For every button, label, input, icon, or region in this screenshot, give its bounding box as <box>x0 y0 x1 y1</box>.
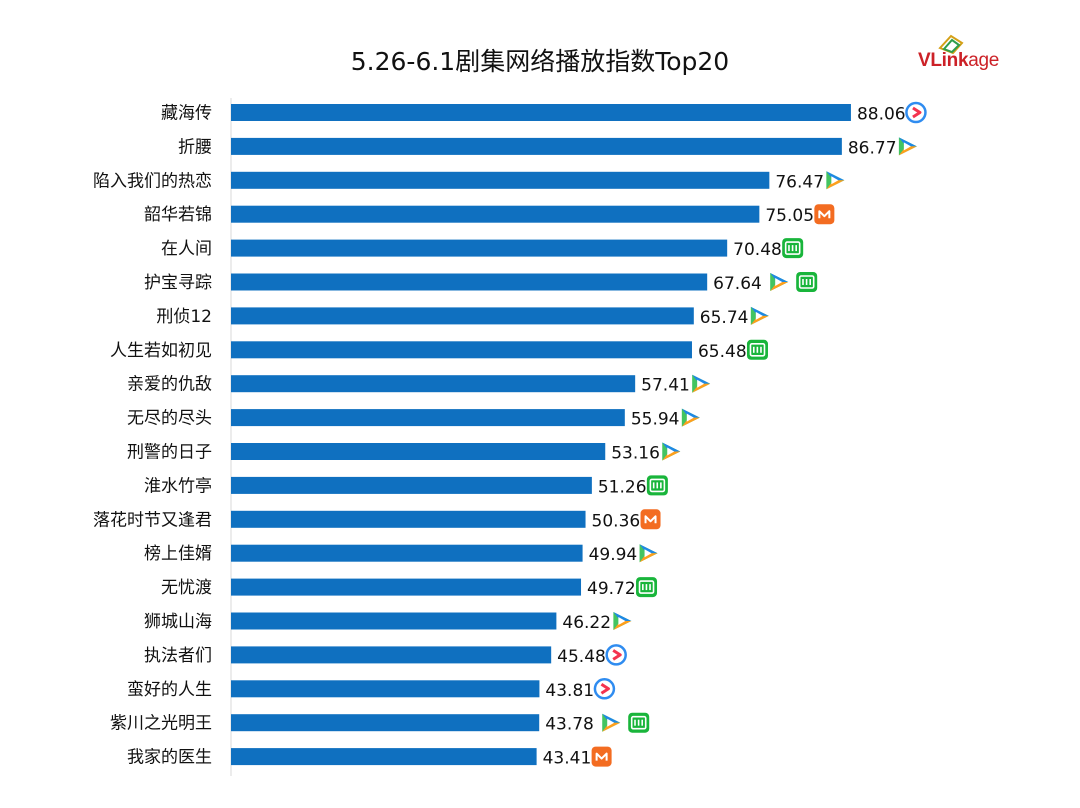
value-label: 43.78 <box>545 715 594 735</box>
brand-v: V <box>918 50 931 71</box>
tencent-logo-icon <box>692 374 711 393</box>
value-label: 50.36 <box>592 511 641 531</box>
tencent-logo-icon <box>770 273 789 291</box>
category-label: 陷入我们的热恋 <box>93 170 212 191</box>
logo-emblem-icon <box>938 34 964 54</box>
value-label: 43.41 <box>543 749 592 769</box>
category-label: 狮城山海 <box>144 612 212 632</box>
bar <box>231 714 540 732</box>
iqiyi-logo-icon <box>646 475 668 496</box>
bar <box>231 748 537 766</box>
iqiyi-logo-icon <box>796 272 818 292</box>
value-label: 57.41 <box>641 376 690 396</box>
mango-logo-icon <box>591 746 612 767</box>
value-label: 65.48 <box>698 342 747 362</box>
category-label: 韶华若锦 <box>144 205 212 225</box>
category-label: 落花时节又逢君 <box>93 510 212 530</box>
bar <box>231 273 708 291</box>
value-label: 55.94 <box>631 410 680 430</box>
category-label: 刑侦12 <box>156 307 212 327</box>
brand-link: Link <box>930 50 969 71</box>
bar <box>231 443 606 460</box>
iqiyi-logo-icon <box>628 712 650 733</box>
bar <box>231 171 770 189</box>
tencent-logo-icon <box>681 408 700 427</box>
bar <box>231 578 582 596</box>
youku-logo-icon <box>605 644 627 666</box>
bar <box>231 341 692 359</box>
bar <box>231 646 552 664</box>
category-label: 折腰 <box>178 137 212 157</box>
category-label: 护宝寻踪 <box>144 273 212 293</box>
mango-logo-icon <box>814 204 835 225</box>
category-label: 无忧渡 <box>161 578 212 598</box>
mango-logo-icon <box>640 509 661 530</box>
category-label: 执法者们 <box>144 646 212 666</box>
category-label: 人生若如初见 <box>110 341 212 361</box>
category-label: 亲爱的仇敌 <box>127 375 212 395</box>
category-label: 我家的医生 <box>127 748 212 768</box>
category-label: 藏海传 <box>161 104 212 124</box>
value-label: 65.74 <box>700 308 749 328</box>
value-label: 75.05 <box>765 206 814 226</box>
value-label: 76.47 <box>775 172 824 192</box>
value-label: 53.16 <box>611 444 660 464</box>
tencent-logo-icon <box>602 713 621 732</box>
value-label: 88.06 <box>857 105 906 125</box>
tencent-logo-icon <box>613 612 632 630</box>
youku-logo-icon <box>593 678 616 700</box>
brand-wordmark: VLinkage <box>918 50 999 72</box>
iqiyi-logo-icon <box>746 339 768 360</box>
tencent-logo-icon <box>639 544 658 563</box>
bar <box>231 544 583 562</box>
tencent-logo-icon <box>750 306 769 325</box>
tencent-logo-icon <box>826 171 845 190</box>
iqiyi-logo-icon <box>636 577 658 598</box>
bar <box>231 510 586 528</box>
category-label: 淮水竹亭 <box>144 476 212 496</box>
category-label: 榜上佳婿 <box>144 544 212 564</box>
bar <box>231 476 592 494</box>
category-label: 刑警的日子 <box>127 443 212 463</box>
category-label: 无尽的尽头 <box>127 409 212 429</box>
iqiyi-logo-icon <box>782 238 804 259</box>
bar <box>231 680 540 698</box>
category-label: 紫川之光明王 <box>110 714 212 734</box>
bar <box>231 612 557 630</box>
bar <box>231 409 625 427</box>
value-label: 86.77 <box>848 138 897 158</box>
value-label: 49.94 <box>589 545 638 565</box>
value-label: 43.81 <box>545 681 594 701</box>
bar <box>231 205 760 223</box>
value-label: 70.48 <box>733 240 782 260</box>
value-label: 46.22 <box>562 613 611 633</box>
bar <box>231 239 728 257</box>
bar <box>231 104 851 121</box>
value-label: 51.26 <box>598 477 647 497</box>
value-label: 49.72 <box>587 579 636 599</box>
category-label: 在人间 <box>161 239 212 259</box>
value-label: 45.48 <box>557 647 606 667</box>
brand-age: age <box>968 50 1000 71</box>
chart-title: 5.26-6.1剧集网络播放指数Top20 <box>350 47 730 76</box>
youku-logo-icon <box>905 101 927 124</box>
bar <box>231 375 636 393</box>
category-label: 蛮好的人生 <box>127 680 212 700</box>
tencent-logo-icon <box>662 442 681 461</box>
bar <box>231 307 694 325</box>
bar <box>231 137 842 155</box>
vlinkage-logo: VLinkage <box>918 34 1028 74</box>
tencent-logo-icon <box>898 137 917 156</box>
value-label: 67.64 <box>713 274 762 294</box>
bars-layer: 藏海传 88.06 折腰 86.77 陷入我们的热恋 76.47 韶华若锦 75.05 在人间 7… <box>93 101 927 769</box>
